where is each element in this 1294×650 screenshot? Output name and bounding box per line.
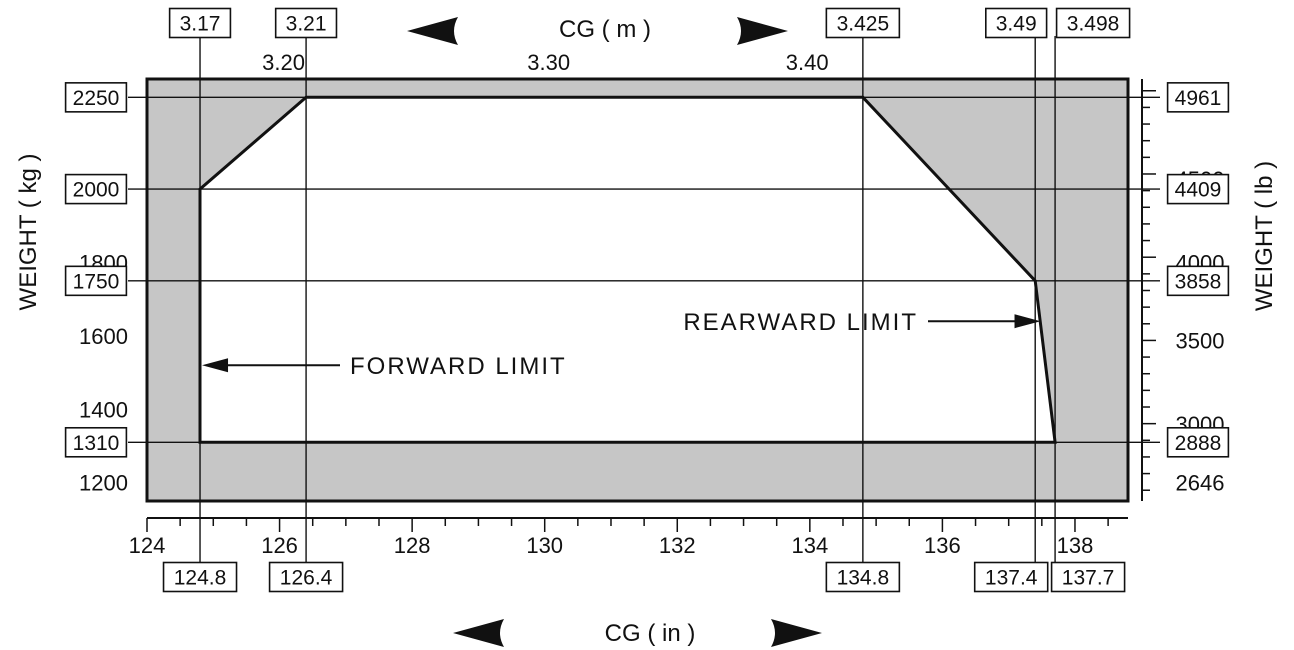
right-weight-lb-label-box (1166, 426, 1230, 458)
top-cg-m-label-box (1055, 7, 1131, 39)
x-tick-label: 138 (1057, 533, 1094, 558)
x2-tick-label: 3.40 (786, 50, 829, 75)
forward-limit-arrowhead-icon (202, 358, 229, 373)
x-tick-label: 124 (129, 533, 166, 558)
cg-m-left-arrow-icon (407, 17, 458, 45)
bottom-cg-in-label-text: 134.8 (837, 567, 890, 590)
cg-in-right-arrow-icon (771, 619, 822, 647)
right-weight-lb-label-text: 4409 (1175, 179, 1222, 202)
rearward-limit-annotation: REARWARD LIMIT (683, 309, 1041, 336)
right-weight-lb-label: 4409 (1166, 173, 1230, 205)
left-weight-kg-label: 1750 (64, 265, 128, 297)
bottom-cg-in-label-text: 137.4 (985, 567, 1038, 590)
x-tick-label: 130 (526, 533, 563, 558)
left-weight-kg-label: 2250 (64, 82, 128, 113)
x-tick-label: 134 (791, 533, 828, 558)
left-weight-kg-label-text: 2250 (73, 87, 120, 110)
forward-limit-label: FORWARD LIMIT (350, 353, 567, 380)
x2-tick-label: 3.20 (262, 50, 305, 75)
bottom-cg-in-label-text: 124.8 (174, 567, 227, 590)
top-cg-m-label-text: 3.425 (837, 13, 890, 36)
right-weight-lb-label-box (1166, 173, 1230, 205)
bottom-cg-in-label-text: 126.4 (280, 567, 333, 590)
x-tick-label: 132 (659, 533, 696, 558)
left-weight-kg-label-text: 1750 (73, 270, 120, 293)
right-weight-lb-label-box (1166, 265, 1230, 297)
y-tick-label: 1600 (79, 324, 128, 349)
bottom-cg-in-label-text: 137.7 (1062, 567, 1115, 590)
top-cg-m-label-box (985, 7, 1048, 39)
x-tick-label: 126 (261, 533, 298, 558)
y2-tick-label: 2646 (1176, 471, 1225, 496)
left-weight-kg-label: 1310 (64, 426, 128, 458)
bottom-cg-in-label-box (268, 561, 344, 593)
right-weight-lb-label-box (1166, 82, 1230, 113)
left-weight-kg-label-text: 1310 (73, 432, 120, 455)
x2-axis-label: CG ( m ) (559, 16, 651, 43)
x-axis-label: CG ( in ) (605, 620, 696, 647)
x-tick-label: 128 (394, 533, 431, 558)
right-weight-lb-label: 4961 (1166, 82, 1230, 113)
left-weight-kg-label-box (64, 426, 128, 458)
top-cg-m-label-text: 3.49 (996, 13, 1037, 36)
boxed-value-labels: 3.17 3.21 3.425 3.49 3.498 124.8 126.4 134.8 137… (64, 7, 1230, 593)
top-cg-m-label-text: 3.21 (286, 13, 327, 36)
top-cg-m-label: 3.49 (985, 7, 1048, 39)
top-cg-m-label: 3.17 (168, 7, 232, 39)
y-axis-label: WEIGHT ( kg ) (15, 154, 42, 311)
x-tick-label: 136 (924, 533, 961, 558)
right-weight-lb-label-text: 4961 (1175, 87, 1222, 110)
y2-axis-label: WEIGHT ( lb ) (1251, 161, 1278, 311)
y-tick-label: 1400 (79, 397, 128, 422)
left-weight-kg-label-text: 2000 (73, 179, 120, 202)
bottom-cg-in-label-box (973, 561, 1049, 593)
rearward-limit-arrowhead-icon (1014, 314, 1041, 329)
bottom-cg-in-label-box (1050, 561, 1126, 593)
reference-lines (128, 36, 1160, 566)
left-weight-kg-label-box (64, 173, 128, 205)
left-weight-kg-label: 2000 (64, 173, 128, 205)
bottom-cg-in-label-box (825, 561, 901, 593)
x-axis-cg-m: 3.20 3.30 3.40 (262, 50, 828, 75)
plot-frame (145, 77, 1130, 503)
bottom-cg-in-label: 137.7 (1050, 561, 1126, 593)
cg-m-right-arrow-icon (737, 17, 788, 45)
bottom-cg-in-label: 137.4 (973, 561, 1049, 593)
top-cg-m-label: 3.498 (1055, 7, 1131, 39)
bottom-cg-in-label-box (162, 561, 238, 593)
bottom-cg-in-label: 126.4 (268, 561, 344, 593)
x-axis-cg-in: 124 126 128 130 132 134 136 138 (129, 517, 1128, 558)
left-weight-kg-label-box (64, 265, 128, 297)
cg-in-left-arrow-icon (453, 619, 504, 647)
forward-limit-annotation: FORWARD LIMIT (202, 353, 567, 380)
right-weight-lb-label: 3858 (1166, 265, 1230, 297)
top-cg-m-label-text: 3.17 (180, 13, 221, 36)
y2-tick-label: 3500 (1176, 329, 1225, 354)
top-cg-m-label-box (168, 7, 232, 39)
top-cg-m-label-text: 3.498 (1067, 13, 1120, 36)
bottom-cg-in-label: 124.8 (162, 561, 238, 593)
top-cg-m-label: 3.425 (825, 7, 901, 39)
top-cg-m-label-box (274, 7, 338, 39)
right-weight-lb-label-text: 2888 (1175, 432, 1222, 455)
right-weight-lb-label: 2888 (1166, 426, 1230, 458)
x2-tick-label: 3.30 (527, 50, 570, 75)
bottom-cg-in-label: 134.8 (825, 561, 901, 593)
y-tick-label: 1200 (79, 471, 128, 496)
left-weight-kg-label-box (64, 82, 128, 113)
rearward-limit-label: REARWARD LIMIT (683, 309, 918, 336)
right-weight-lb-label-text: 3858 (1175, 270, 1222, 293)
top-cg-m-label: 3.21 (274, 7, 338, 39)
top-cg-m-label-box (825, 7, 901, 39)
